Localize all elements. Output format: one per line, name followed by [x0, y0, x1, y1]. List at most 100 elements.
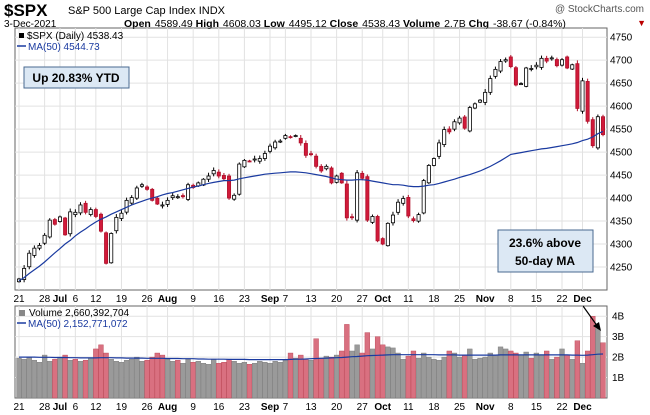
volume-bar — [221, 362, 227, 399]
volume-bar — [349, 350, 355, 399]
volume-bar — [549, 358, 555, 399]
volume-y-tick-label: 2B — [612, 353, 625, 364]
candle-body — [186, 184, 191, 200]
volume-bar — [364, 332, 370, 399]
close-label: Close — [329, 18, 359, 30]
candle-body — [595, 116, 600, 149]
candle-body — [447, 128, 452, 133]
volume-bar — [441, 356, 447, 399]
volume-bar — [513, 352, 519, 399]
volume-bar — [328, 356, 335, 399]
ytd-callout: Up 20.83% YTD — [23, 66, 130, 89]
volume-bar — [144, 359, 150, 399]
candle-body — [503, 59, 508, 62]
volume-bar — [246, 364, 253, 399]
volume-y-tick-label: 1B — [612, 373, 625, 384]
moving-average-lines — [18, 130, 604, 361]
change-label: Chg — [468, 18, 490, 30]
volume-bar — [62, 354, 68, 399]
volume-x-tick-label: 15 — [531, 402, 543, 413]
candle-body — [145, 186, 150, 190]
candle-body — [288, 136, 293, 139]
price-candles — [17, 55, 605, 283]
volume-bar — [252, 363, 258, 399]
volume-bar — [57, 356, 63, 399]
volume-bar — [369, 348, 376, 399]
price-y-tick-label: 4350 — [610, 217, 633, 228]
candle-body — [83, 202, 88, 213]
candle-body — [375, 216, 380, 242]
candle-body — [78, 204, 83, 214]
candle-body — [472, 103, 477, 109]
volume-bar — [600, 342, 606, 399]
candle-body — [309, 153, 313, 156]
candle-body — [570, 64, 575, 70]
candle-body — [104, 232, 109, 264]
price-x-tick-label: Aug — [158, 294, 177, 305]
candle-body — [298, 137, 303, 144]
volume-x-tick-label: Oct — [374, 402, 391, 413]
candle-body — [109, 233, 114, 264]
volume-x-tick-label: 8 — [508, 402, 514, 413]
candle-body — [211, 170, 216, 175]
volume-bar — [129, 358, 135, 399]
volume-bar — [431, 358, 437, 399]
volume-bar — [47, 361, 53, 399]
volume-bar — [231, 361, 237, 399]
candle-body — [344, 183, 349, 219]
ohlc-readout: Open 4589.49 High 4608.03 Low 4495.12 Cl… — [124, 18, 566, 30]
volume-bar — [88, 357, 94, 399]
candle-body — [575, 63, 580, 109]
volume-bar — [400, 358, 406, 399]
volume-bar — [139, 361, 145, 399]
volume-bar — [574, 340, 581, 399]
volume-x-tick-label: Aug — [158, 402, 177, 413]
volume-bar — [323, 355, 330, 399]
volume-bar — [333, 354, 340, 399]
date-label: 3-Dec-2021 — [4, 19, 57, 30]
candle-body — [565, 56, 570, 69]
volume-bar — [277, 362, 283, 399]
candle-body — [314, 155, 319, 167]
volume-x-tick-label: 9 — [190, 402, 196, 413]
volume-bar — [118, 362, 125, 399]
candle-body — [534, 64, 539, 68]
price-x-tick-label: 19 — [116, 294, 128, 305]
price-y-tick-label: 4700 — [610, 56, 633, 67]
candle-body — [257, 158, 262, 162]
candle-body — [32, 247, 37, 256]
volume-bar — [175, 359, 181, 399]
volume-bar — [67, 359, 73, 399]
volume-value: 2.7B — [444, 18, 466, 30]
candle-body — [68, 211, 73, 235]
candle-body — [360, 172, 365, 179]
volume-bar — [216, 363, 222, 399]
candle-body — [529, 68, 534, 70]
price-x-tick-label: Sep — [261, 294, 279, 305]
candle-body — [380, 238, 385, 245]
open-label: Open — [124, 18, 151, 30]
volume-bar — [226, 358, 232, 399]
volume-bar — [374, 336, 381, 399]
volume-bar — [390, 347, 396, 399]
volume-x-tick-label: 28 — [39, 402, 51, 413]
volume-bar — [200, 363, 207, 399]
volume-bar — [544, 350, 550, 399]
ytd-callout-box — [23, 66, 130, 89]
volume-x-tick-label: 27 — [357, 402, 369, 413]
volume-bar — [287, 352, 294, 399]
candle-body — [278, 140, 283, 143]
candle-body — [155, 197, 160, 205]
volume-bar — [559, 348, 565, 399]
candle-body — [247, 160, 252, 163]
volume-bar — [185, 358, 191, 399]
volume-bar — [108, 358, 114, 399]
volume-x-tick-label: 25 — [454, 402, 466, 413]
exchange-label: INDX — [198, 5, 225, 17]
volume-bar — [134, 356, 140, 399]
volume-bar — [113, 361, 119, 399]
price-x-tick-label: 25 — [454, 294, 466, 305]
volume-bar — [497, 346, 504, 399]
price-x-tick-label: Oct — [374, 294, 391, 305]
candle-body — [601, 116, 605, 136]
